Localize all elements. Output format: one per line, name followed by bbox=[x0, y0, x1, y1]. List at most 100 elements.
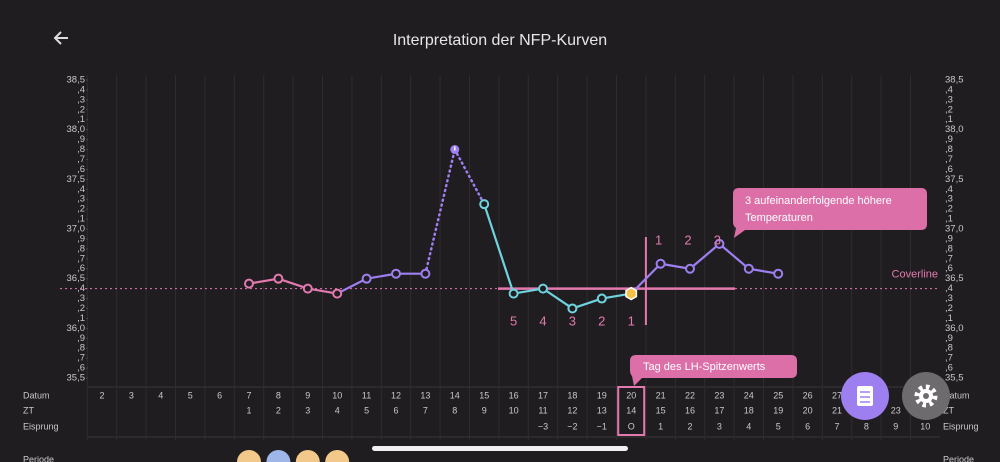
y-tick-label: 35,5 bbox=[67, 373, 86, 384]
cycle-day: 19 bbox=[773, 405, 783, 415]
y-tick-label: ,3 bbox=[77, 293, 85, 304]
cycle-day: 2 bbox=[276, 405, 281, 415]
cycle-day: 11 bbox=[538, 405, 547, 415]
y-tick-label: ,7 bbox=[77, 353, 85, 364]
callout-line: Temperaturen bbox=[745, 212, 813, 224]
y-tick-label: ,4 bbox=[77, 84, 85, 95]
cycle-day: 1 bbox=[246, 405, 251, 415]
count-label: 1 bbox=[628, 313, 635, 328]
row-label: ZT bbox=[23, 405, 34, 415]
period-icon bbox=[266, 450, 291, 462]
y2-tick-label: ,2 bbox=[945, 204, 953, 215]
row-label: Datum bbox=[23, 390, 50, 400]
row-label: Eisprung bbox=[943, 421, 979, 431]
period-icon bbox=[325, 450, 350, 462]
date-label: 20 bbox=[626, 390, 636, 400]
button-icon bbox=[857, 386, 873, 406]
ovulation-day: −1 bbox=[597, 421, 607, 431]
line-segment bbox=[424, 148, 457, 275]
period-icon bbox=[237, 450, 261, 462]
button-icon bbox=[923, 393, 929, 399]
y2-tick-label: ,3 bbox=[945, 293, 953, 304]
y-tick-label: 36,5 bbox=[67, 273, 86, 284]
cycle-day: 3 bbox=[305, 405, 310, 415]
settings-button[interactable] bbox=[902, 372, 950, 420]
y-tick-label: ,3 bbox=[77, 94, 85, 105]
back-button[interactable] bbox=[53, 31, 68, 45]
date-label: 26 bbox=[803, 390, 813, 400]
ovulation-day: 8 bbox=[864, 421, 869, 431]
cycle-day: 17 bbox=[714, 405, 724, 415]
date-label: 7 bbox=[246, 390, 251, 400]
line-segment bbox=[718, 242, 750, 270]
row-label: Eisprung bbox=[23, 421, 59, 431]
ovulation-day: O bbox=[628, 421, 635, 431]
data-point bbox=[567, 303, 578, 314]
line-segment bbox=[453, 148, 486, 206]
y-tick-label: ,2 bbox=[77, 104, 85, 115]
y-tick-label: 38,5 bbox=[67, 75, 86, 86]
outlier-icon bbox=[454, 146, 456, 151]
cycle-day: 14 bbox=[626, 405, 636, 415]
y-tick-label: ,8 bbox=[77, 343, 85, 354]
y2-tick-label: 37,5 bbox=[945, 174, 964, 185]
ovulation-day: 3 bbox=[717, 421, 722, 431]
data-point bbox=[508, 288, 519, 299]
y-tick-label: ,9 bbox=[77, 134, 85, 145]
data-point bbox=[391, 268, 401, 279]
data-point bbox=[743, 263, 754, 274]
date-label: 11 bbox=[362, 390, 371, 400]
page-title: Interpretation der NFP-Kurven bbox=[393, 32, 607, 49]
callout-box bbox=[630, 355, 797, 386]
line-segment bbox=[541, 287, 574, 310]
data-point bbox=[302, 283, 313, 294]
y-tick-label: ,3 bbox=[77, 194, 85, 205]
data-point bbox=[538, 283, 548, 294]
row-label: Periode bbox=[23, 454, 54, 462]
notes-button[interactable] bbox=[841, 372, 889, 420]
data-point bbox=[655, 258, 666, 269]
y-tick-label: ,7 bbox=[77, 154, 85, 165]
y-tick-label: ,8 bbox=[77, 243, 85, 254]
y2-tick-label: ,9 bbox=[945, 233, 953, 244]
date-label: 21 bbox=[656, 390, 666, 400]
date-label: 8 bbox=[276, 390, 281, 400]
cycle-day: 13 bbox=[597, 405, 607, 415]
data-point bbox=[596, 293, 607, 304]
data-point bbox=[685, 263, 695, 274]
y2-tick-label: ,8 bbox=[945, 243, 953, 254]
date-label: 13 bbox=[420, 390, 430, 400]
y2-tick-label: ,1 bbox=[945, 114, 953, 125]
count-label: 3 bbox=[569, 313, 576, 328]
y-tick-label: ,2 bbox=[77, 204, 85, 215]
y2-tick-label: 38,5 bbox=[945, 75, 964, 86]
data-point bbox=[273, 273, 284, 284]
y-tick-label: ,1 bbox=[77, 313, 85, 324]
cycle-day: 12 bbox=[567, 405, 577, 415]
row-label: ZT bbox=[943, 405, 954, 415]
cycle-day: 6 bbox=[393, 405, 398, 415]
y2-tick-label: ,2 bbox=[945, 303, 953, 314]
y2-tick-label: ,8 bbox=[945, 144, 953, 155]
cycle-day: 10 bbox=[509, 405, 519, 415]
y2-tick-label: 35,5 bbox=[945, 373, 964, 384]
date-label: 15 bbox=[479, 390, 489, 400]
count-label: 5 bbox=[510, 313, 517, 328]
date-label: 18 bbox=[567, 390, 577, 400]
data-point bbox=[420, 268, 431, 279]
cycle-day: 20 bbox=[803, 405, 813, 415]
y2-tick-label: ,1 bbox=[945, 313, 953, 324]
y2-tick-label: ,8 bbox=[945, 343, 953, 354]
cycle-day: 15 bbox=[656, 405, 666, 415]
data-point bbox=[244, 278, 254, 289]
ovulation-day: 7 bbox=[834, 421, 839, 431]
y-tick-label: ,4 bbox=[77, 184, 85, 195]
home-indicator bbox=[372, 446, 628, 451]
date-label: 9 bbox=[305, 390, 310, 400]
row-label: Periode bbox=[943, 454, 974, 462]
coverline-label: Coverline bbox=[892, 269, 938, 281]
y-tick-label: ,6 bbox=[77, 363, 85, 374]
cycle-day: 4 bbox=[335, 405, 340, 415]
count-label: 1 bbox=[655, 232, 662, 247]
